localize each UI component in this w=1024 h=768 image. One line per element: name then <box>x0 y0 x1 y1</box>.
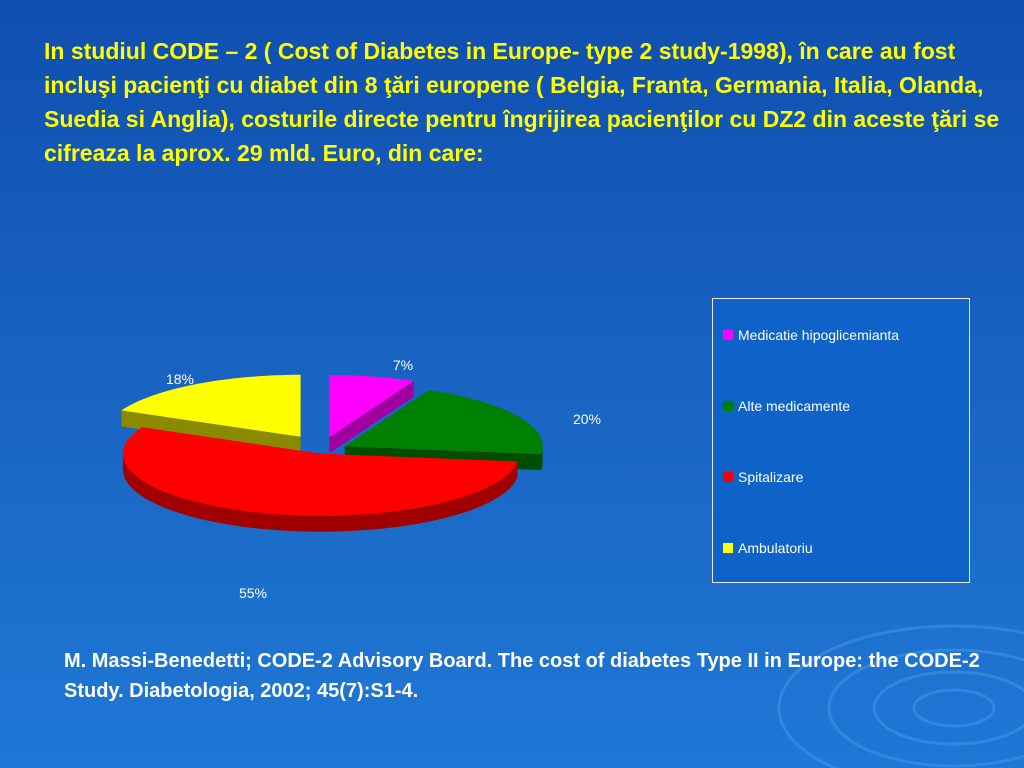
legend-label: Ambulatoriu <box>738 540 813 556</box>
pie-slice-side <box>541 444 543 471</box>
legend-item: Medicatie hipoglicemianta <box>723 327 899 343</box>
pie-slice-top <box>121 374 301 437</box>
legend-swatch <box>723 401 733 411</box>
legend-swatch <box>723 330 733 340</box>
citation-text: M. Massi-Benedetti; CODE-2 Advisory Boar… <box>64 650 980 702</box>
legend-label: Medicatie hipoglicemianta <box>738 327 900 343</box>
legend-label: Spitalizare <box>738 469 804 485</box>
pie-slice-4 <box>121 374 301 453</box>
legend-swatch <box>723 543 733 553</box>
legend-item: Spitalizare <box>723 469 803 485</box>
pie-slice-top <box>329 375 414 438</box>
legend-swatch <box>723 472 733 482</box>
chart-legend: Medicatie hipoglicemianta Alte medicament… <box>712 298 970 583</box>
ripple-decoration <box>777 624 1024 768</box>
legend-item: Alte medicamente <box>723 398 850 414</box>
pie-slice-1 <box>329 375 414 454</box>
pie-data-label: 7% <box>393 357 413 373</box>
pie-slice-top <box>344 390 543 455</box>
legend-label: Alte medicamente <box>738 398 851 414</box>
pie-slice-wall <box>121 410 301 453</box>
pie-slice-3 <box>122 427 518 532</box>
pie-data-label: 18% <box>166 371 194 387</box>
pie-data-label: 55% <box>239 585 267 601</box>
legend-item: Ambulatoriu <box>723 540 813 556</box>
pie-data-label: 20% <box>573 411 601 427</box>
pie-slice-wall <box>329 381 414 454</box>
pie-slice-side <box>122 453 518 532</box>
slide-heading: In studiul CODE – 2 ( Cost of Diabetes i… <box>44 38 1000 166</box>
pie-slice-top <box>122 427 518 516</box>
